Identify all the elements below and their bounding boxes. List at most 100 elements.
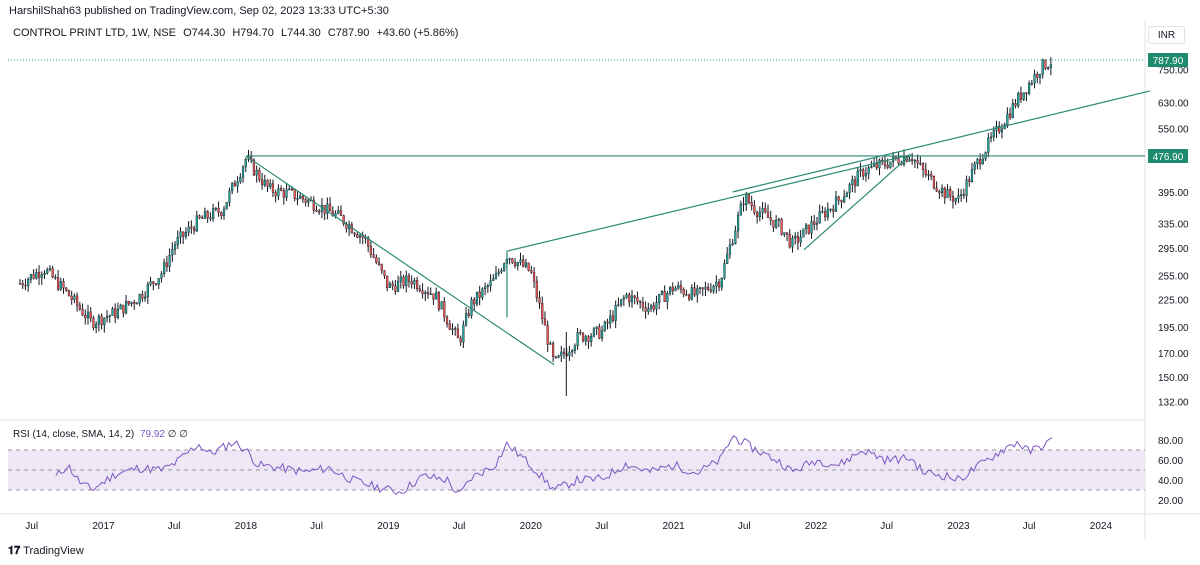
candle-body <box>1008 113 1012 118</box>
candle-body <box>739 203 742 216</box>
candle-body <box>723 263 726 279</box>
candle-body <box>231 182 234 192</box>
candle-body <box>304 199 307 203</box>
candle-body <box>968 179 971 183</box>
candle-body <box>511 258 514 263</box>
candle-body <box>454 328 457 330</box>
candle-body <box>987 137 990 153</box>
candle-body <box>138 294 141 304</box>
tv-logo-icon: 𝟏𝟕 <box>8 545 21 557</box>
candle-body <box>554 356 557 358</box>
candle-body <box>492 278 495 281</box>
candle-body <box>195 215 198 232</box>
price-tick-label: 195.00 <box>1158 323 1189 334</box>
candle-body <box>271 183 275 193</box>
candle-body <box>486 285 489 288</box>
currency-button[interactable]: INR <box>1148 26 1185 44</box>
candle-body <box>712 285 715 292</box>
candle-body <box>522 259 525 267</box>
candle-body <box>1041 59 1044 75</box>
candle-body <box>353 232 356 235</box>
candle-body <box>519 259 522 263</box>
candle-body <box>747 194 751 203</box>
candle-body <box>965 179 968 196</box>
time-tick-label: Jul <box>25 521 38 532</box>
candle-body <box>108 315 111 317</box>
candle-body <box>407 275 411 282</box>
candle-body <box>171 249 174 256</box>
candle-body <box>228 190 231 203</box>
candle-body <box>494 273 498 279</box>
candle-body <box>198 215 201 218</box>
time-tick-label: 2020 <box>520 521 543 532</box>
candle-body <box>65 287 68 291</box>
candle-body <box>473 299 476 305</box>
candle-body <box>924 169 927 176</box>
candle-body <box>328 203 332 212</box>
candle-body <box>573 345 576 351</box>
candle-body <box>726 253 729 264</box>
candle-body <box>538 297 541 304</box>
rsi-extra-2: ∅ <box>179 429 188 440</box>
candle-body <box>377 262 381 265</box>
candle-body <box>1000 128 1004 133</box>
candle-body <box>1025 92 1028 94</box>
candle-body <box>579 332 582 334</box>
price-tick-label: 750.00 <box>1158 65 1189 76</box>
price-tick-label: 225.00 <box>1158 296 1189 307</box>
candle-body <box>435 292 438 300</box>
price-tick-label: 170.00 <box>1158 349 1189 360</box>
time-tick-label: Jul <box>1023 521 1036 532</box>
candle-body <box>76 295 79 306</box>
candle-body <box>233 182 236 187</box>
candle-body <box>296 198 299 200</box>
candle-body <box>802 228 805 238</box>
candle-body <box>911 159 914 161</box>
candle-body <box>481 288 484 298</box>
low-value: L744.30 <box>280 27 321 39</box>
candle-body <box>794 236 797 239</box>
candle-body <box>524 262 528 267</box>
price-tick-label: 255.00 <box>1158 272 1189 283</box>
candle-body <box>260 179 264 186</box>
candle-body <box>671 286 674 292</box>
candle-body <box>187 226 190 233</box>
candle-body <box>241 166 245 178</box>
candle-body <box>829 208 832 211</box>
candle-body <box>27 279 30 286</box>
candle-body <box>119 304 122 310</box>
candle-body <box>908 159 911 162</box>
candle-body <box>48 268 52 270</box>
candle-body <box>584 336 587 342</box>
candle-body <box>666 292 669 302</box>
candle-body <box>813 221 816 225</box>
candle-body <box>981 158 984 165</box>
candle-body <box>734 230 737 244</box>
candle-body <box>851 179 854 185</box>
candle-body <box>258 169 261 180</box>
tradingview-logo[interactable]: 𝟏𝟕 TradingView <box>8 545 84 558</box>
candle-body <box>144 296 147 299</box>
candle-body <box>527 262 530 271</box>
candle-body <box>750 202 753 206</box>
candle-body <box>682 289 685 295</box>
candle-body <box>51 268 54 278</box>
candle-body <box>590 335 593 342</box>
candle-body <box>546 325 549 345</box>
level-price-tag <box>1148 148 1188 163</box>
rsi-tick-label: 40.00 <box>1158 476 1183 487</box>
candle-body <box>745 194 748 206</box>
candle-body <box>1014 103 1017 107</box>
time-tick-label: 2019 <box>377 521 400 532</box>
candle-body <box>380 264 383 271</box>
candle-body <box>992 130 995 138</box>
rising-trendline <box>732 90 1151 193</box>
candle-body <box>484 286 487 290</box>
candle-body <box>326 203 329 214</box>
candle-body <box>130 301 133 305</box>
candle-body <box>775 219 778 228</box>
candle-body <box>780 219 783 235</box>
candle-body <box>862 169 865 177</box>
time-tick-label: Jul <box>168 521 181 532</box>
